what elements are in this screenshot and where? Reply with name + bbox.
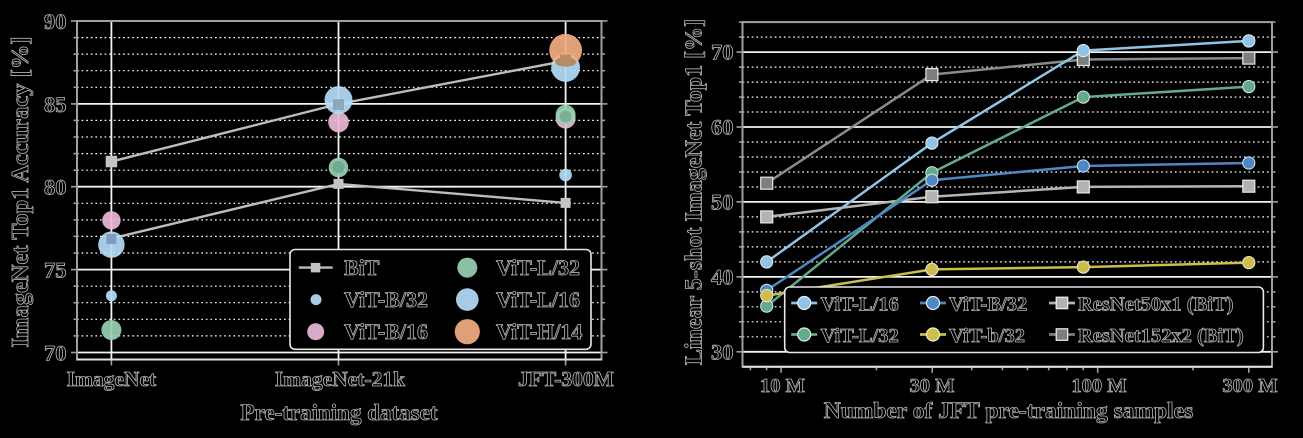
svg-text:ViT-B/16: ViT-B/16 (344, 319, 428, 344)
svg-text:10 M: 10 M (760, 375, 805, 397)
svg-text:ResNet152x2 (BiT): ResNet152x2 (BiT) (1078, 325, 1244, 347)
svg-text:BiT: BiT (344, 255, 380, 280)
svg-text:ViT-b/32: ViT-b/32 (949, 325, 1025, 347)
svg-text:85: 85 (44, 92, 67, 117)
svg-text:50: 50 (711, 189, 734, 214)
svg-text:ImageNet: ImageNet (67, 367, 157, 391)
svg-text:70: 70 (44, 341, 67, 366)
svg-text:75: 75 (44, 258, 67, 283)
svg-text:ViT-B/32: ViT-B/32 (344, 287, 428, 312)
svg-text:ViT-L/16: ViT-L/16 (496, 287, 580, 312)
svg-text:ViT-L/16: ViT-L/16 (821, 294, 899, 316)
svg-text:300 M: 300 M (1222, 375, 1277, 397)
svg-text:80: 80 (44, 175, 67, 200)
svg-text:40: 40 (711, 264, 734, 289)
svg-text:Number of JFT pre-training sam: Number of JFT pre-training samples (824, 398, 1193, 424)
svg-text:ViT-B/32: ViT-B/32 (949, 294, 1027, 316)
svg-text:90: 90 (44, 9, 67, 34)
svg-text:ResNet50x1 (BiT): ResNet50x1 (BiT) (1078, 294, 1233, 316)
svg-text:30 M: 30 M (910, 375, 955, 397)
svg-text:60: 60 (711, 115, 734, 140)
svg-text:ImageNet-21k: ImageNet-21k (275, 367, 405, 391)
svg-text:Pre-training dataset: Pre-training dataset (241, 400, 438, 425)
svg-text:30: 30 (711, 339, 734, 364)
svg-text:ImageNet Top1 Accuracy [%]: ImageNet Top1 Accuracy [%] (7, 37, 34, 348)
svg-text:ViT-L/32: ViT-L/32 (496, 255, 580, 280)
svg-text:JFT-300M: JFT-300M (518, 367, 614, 391)
svg-text:Linear 5-shot ImageNet Top1 [%: Linear 5-shot ImageNet Top1 [%] (682, 19, 708, 365)
svg-text:ViT-L/32: ViT-L/32 (821, 325, 899, 347)
svg-text:ViT-H/14: ViT-H/14 (496, 319, 582, 344)
svg-text:100 M: 100 M (1071, 375, 1126, 397)
svg-text:70: 70 (711, 40, 734, 65)
